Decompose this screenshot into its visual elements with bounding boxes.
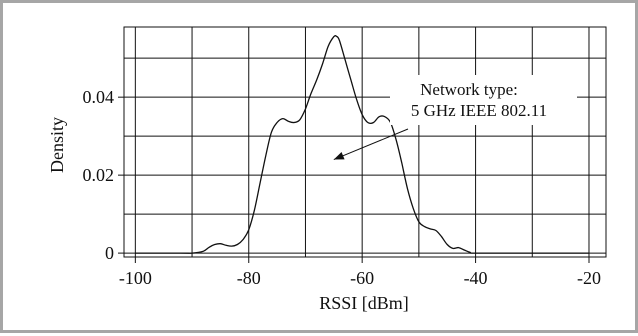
x-tick-label: -60 bbox=[350, 268, 374, 288]
y-tick-label: 0.04 bbox=[83, 87, 115, 107]
annotation-arrow bbox=[333, 128, 409, 161]
plot-frame bbox=[123, 26, 607, 258]
annotation-line-2: 5 GHz IEEE 802.11 bbox=[411, 101, 547, 120]
y-axis-label: Density bbox=[47, 117, 67, 173]
x-tick-label: -40 bbox=[464, 268, 488, 288]
x-axis-label: RSSI [dBm] bbox=[319, 293, 409, 313]
x-tick-label: -80 bbox=[237, 268, 261, 288]
tick-marks bbox=[118, 96, 590, 263]
annotation-line-1: Network type: bbox=[420, 80, 518, 99]
x-tick-label: -20 bbox=[577, 268, 601, 288]
density-chart: -100 -80 -60 -40 -20 0 0.02 0.04 Network type:… bbox=[47, 26, 607, 313]
density-curve bbox=[135, 35, 589, 254]
y-tick-labels: 0 0.02 0.04 bbox=[83, 87, 115, 263]
annotation-arrowhead bbox=[333, 152, 345, 160]
x-tick-label: -100 bbox=[119, 268, 152, 288]
y-tick-label: 0 bbox=[105, 243, 114, 263]
x-tick-labels: -100 -80 -60 -40 -20 bbox=[119, 268, 601, 288]
grid bbox=[124, 27, 606, 257]
y-tick-label: 0.02 bbox=[83, 165, 115, 185]
annotation-background bbox=[390, 75, 577, 125]
